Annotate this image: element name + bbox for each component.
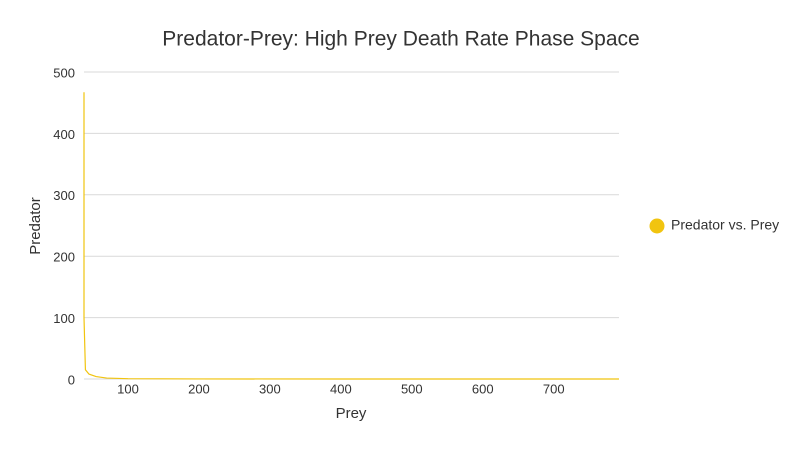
x-axis-label: Prey xyxy=(336,405,367,422)
y-tick-label: 0 xyxy=(68,372,75,387)
x-tick-label: 600 xyxy=(472,381,494,396)
chart-title: Predator-Prey: High Prey Death Rate Phas… xyxy=(162,28,639,51)
y-tick-label: 200 xyxy=(53,250,75,265)
y-axis-label: Predator xyxy=(27,197,44,255)
x-tick-label: 700 xyxy=(543,381,565,396)
y-tick-label: 100 xyxy=(53,311,75,326)
y-tick-label: 500 xyxy=(53,65,75,80)
x-tick-label: 200 xyxy=(188,381,210,396)
legend-marker xyxy=(649,218,665,234)
y-tick-label: 400 xyxy=(53,127,75,142)
x-tick-label: 300 xyxy=(259,381,281,396)
x-tick-label: 400 xyxy=(330,381,352,396)
legend-label: Predator vs. Prey xyxy=(671,217,779,233)
x-tick-label: 100 xyxy=(117,381,139,396)
x-tick-label: 500 xyxy=(401,381,423,396)
data-line xyxy=(83,92,619,380)
y-tick-label: 300 xyxy=(53,188,75,203)
